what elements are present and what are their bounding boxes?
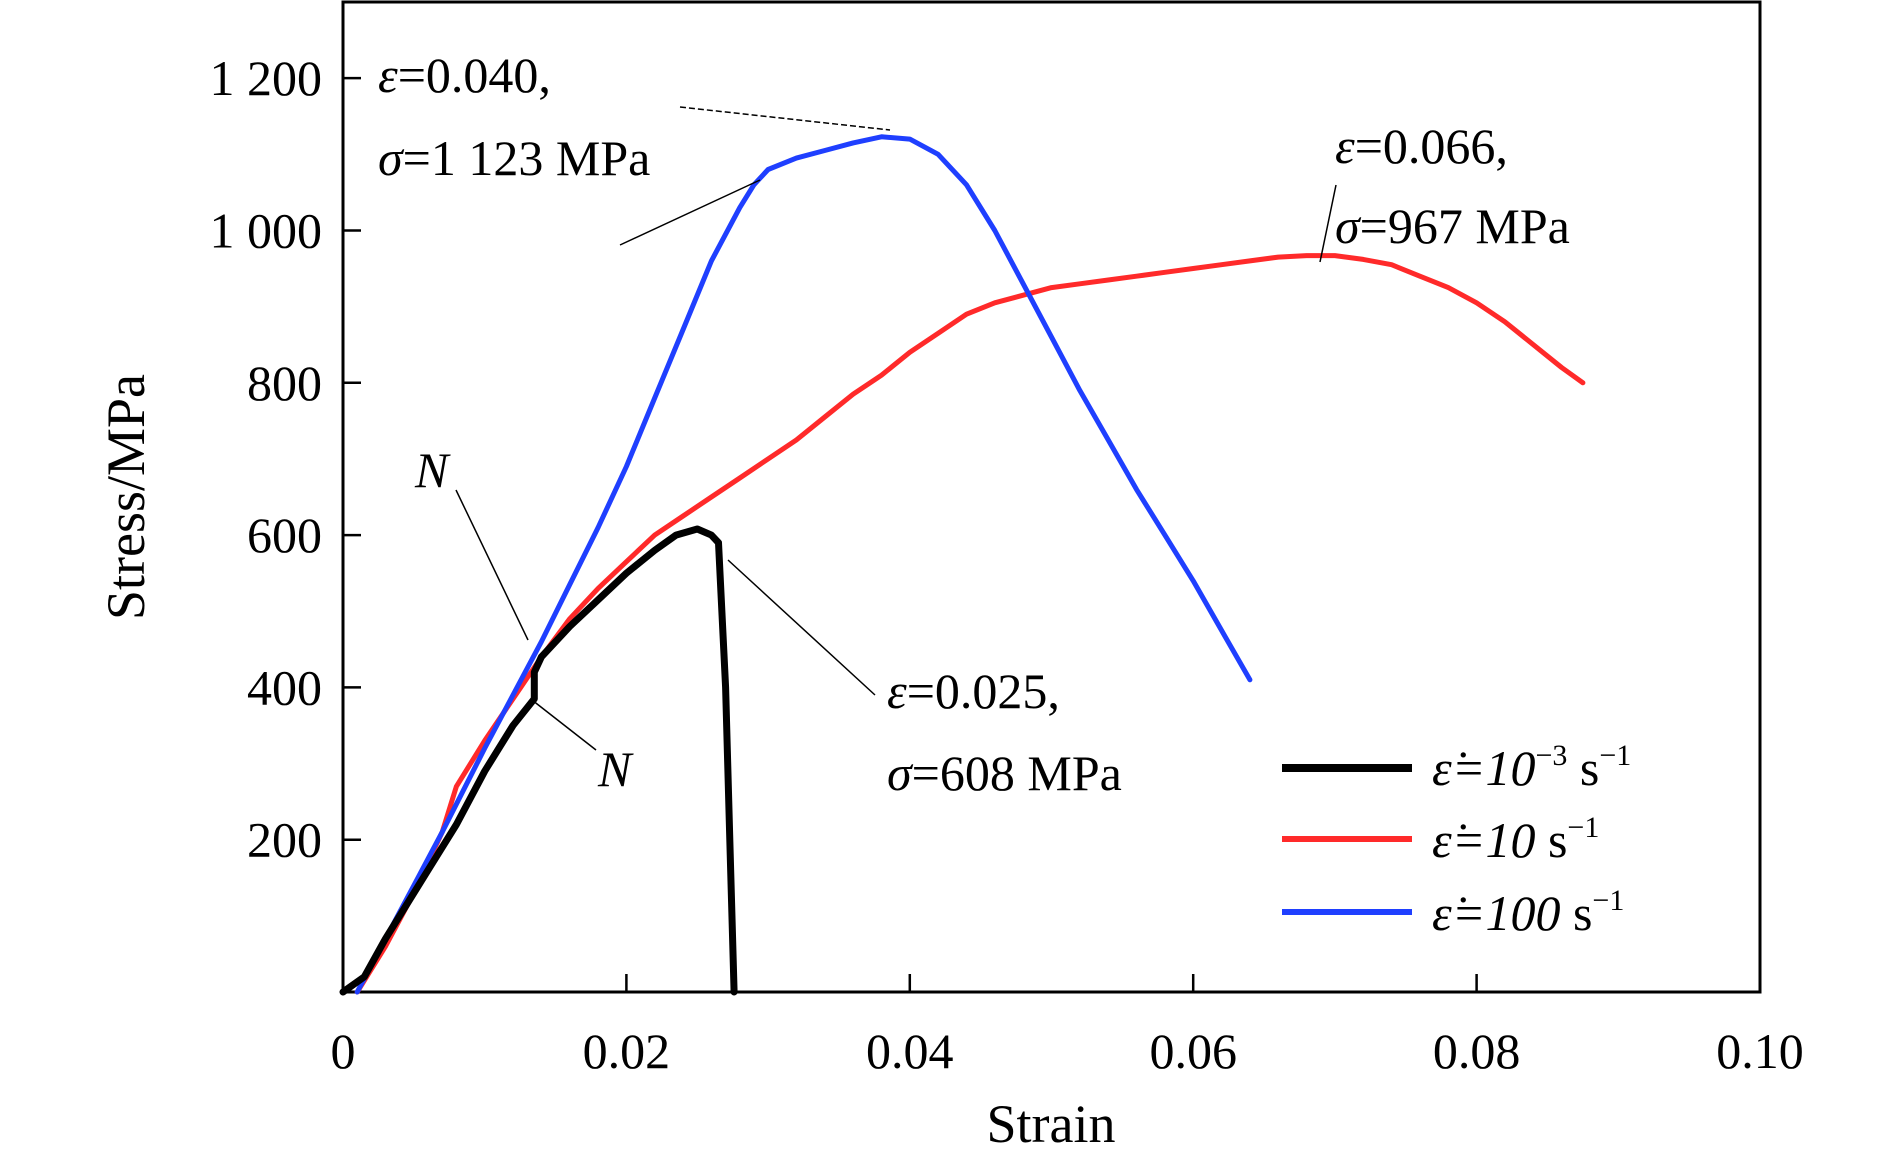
leader-peak-100-a (619, 179, 761, 246)
annotation-n-upper: N (414, 442, 451, 498)
legend-label-low-rate: ε̇=10−3 s−1 (1432, 739, 1631, 796)
x-tick-label: 0.02 (583, 1023, 671, 1079)
annotation-leaders (455, 106, 1337, 751)
x-tick-label: 0.08 (1433, 1023, 1521, 1079)
y-tick-label: 600 (247, 507, 322, 563)
legend-label-mid-rate: ε̇=10 s−1 (1432, 811, 1599, 868)
y-axis-ticks: 200 400 600 800 1 000 1 200 (210, 50, 361, 868)
x-axis-ticks: 0 0.02 0.04 0.06 0.08 0.10 (331, 974, 1804, 1079)
leader-peak-100-b (679, 106, 891, 131)
leader-peak-low (727, 559, 876, 696)
series-line-low-rate (339, 525, 738, 996)
annotation-peak-low-line2: σ=608 MPa (887, 745, 1122, 801)
legend-label-high-rate: ε̇=100 s−1 (1432, 884, 1624, 941)
legend: ε̇=10−3 s−1 ε̇=10 s−1 ε̇=100 s−1 (1282, 739, 1631, 941)
x-tick-label: 0.04 (866, 1023, 954, 1079)
x-axis-title: Strain (987, 1094, 1116, 1154)
series-line-high-rate (354, 134, 1253, 995)
y-tick-label: 800 (247, 355, 322, 411)
x-tick-label: 0 (331, 1023, 356, 1079)
plot-frame (341, 0, 1762, 994)
annotation-peak-10-line2: σ=967 MPa (1335, 198, 1570, 254)
annotation-peak-10-line1: ε=0.066, (1335, 118, 1508, 174)
annotation-peak-low-line1: ε=0.025, (887, 663, 1060, 719)
annotation-n-lower: N (597, 741, 634, 797)
y-tick-label: 1 200 (210, 50, 323, 106)
leader-n-lower (531, 699, 597, 751)
y-axis-title: Stress/MPa (96, 374, 156, 620)
annotation-peak-100-line2: σ=1 123 MPa (378, 130, 650, 186)
series-layer (339, 134, 1586, 996)
leader-n-upper (455, 489, 529, 641)
series-line-mid-rate (354, 253, 1586, 995)
y-tick-label: 400 (247, 659, 322, 715)
x-tick-label: 0.06 (1149, 1023, 1237, 1079)
annotation-peak-100-line1: ε=0.040, (378, 47, 551, 103)
y-tick-label: 200 (247, 812, 322, 868)
y-tick-label: 1 000 (210, 202, 323, 258)
leader-peak-10 (1319, 184, 1337, 263)
x-tick-label: 0.10 (1716, 1023, 1804, 1079)
